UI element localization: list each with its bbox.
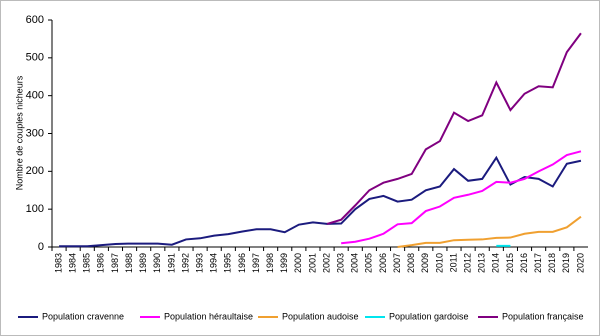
x-tick-label: 1988: [124, 253, 134, 273]
series-line: [341, 150, 582, 245]
x-tick-label: 2015: [505, 253, 515, 273]
x-tick-label: 2006: [378, 253, 388, 273]
legend-label: Population cravenne: [42, 311, 124, 321]
x-tick-label: 1989: [138, 253, 148, 273]
x-tick-label: 1983: [53, 253, 63, 273]
x-tick-label: 2009: [420, 253, 430, 273]
x-tick-label: 1995: [223, 253, 233, 273]
y-tick-label: 0: [38, 241, 44, 253]
x-tick-label: 1998: [265, 253, 275, 273]
legend-label: Population héraultaise: [164, 311, 253, 321]
y-tick-label: 200: [26, 165, 44, 177]
x-tick-label: 1999: [279, 253, 289, 273]
x-tick-label: 2016: [519, 253, 529, 273]
x-tick-label: 2001: [307, 253, 317, 273]
x-tick-label: 2010: [434, 253, 444, 273]
y-tick-label: 400: [26, 90, 44, 102]
x-tick-label: 2017: [533, 253, 543, 273]
x-tick-label: 2013: [477, 253, 487, 273]
x-tick-label: 2000: [293, 253, 303, 273]
x-tick-label: 1987: [110, 253, 120, 273]
x-tick-label: 1986: [96, 253, 106, 273]
y-axis-label: Nombre de couples nicheurs: [14, 75, 24, 190]
y-tick-label: 600: [26, 14, 44, 26]
x-tick-label: 1990: [152, 253, 162, 273]
x-tick-label: 2014: [491, 253, 501, 273]
series-line: [59, 155, 582, 248]
x-tick-label: 2004: [350, 253, 360, 273]
x-tick-label: 2020: [575, 253, 585, 273]
x-tick-label: 1984: [68, 253, 78, 273]
x-tick-label: 2008: [406, 253, 416, 273]
x-tick-label: 2018: [547, 253, 557, 273]
x-tick-label: 1993: [194, 253, 204, 273]
legend-label: Population française: [502, 311, 584, 321]
x-tick-label: 2005: [364, 253, 374, 273]
x-tick-label: 2002: [321, 253, 331, 273]
x-tick-label: 2007: [392, 253, 402, 273]
legend-label: Population audoise: [282, 311, 359, 321]
series-line: [326, 32, 582, 225]
legend-label: Population gardoise: [389, 311, 469, 321]
y-tick-label: 500: [26, 52, 44, 64]
x-tick-label: 1992: [180, 253, 190, 273]
x-tick-label: 1994: [209, 253, 219, 273]
x-tick-label: 2012: [462, 253, 472, 273]
x-tick-label: 2003: [336, 253, 346, 273]
x-tick-label: 1991: [166, 253, 176, 273]
y-tick-label: 300: [26, 127, 44, 139]
x-tick-label: 1985: [82, 253, 92, 273]
series-line: [397, 215, 582, 248]
x-tick-label: 1997: [251, 253, 261, 273]
x-tick-label: 2019: [561, 253, 571, 273]
x-tick-label: 1996: [237, 253, 247, 273]
y-tick-label: 100: [26, 203, 44, 215]
x-tick-label: 2011: [448, 253, 458, 272]
